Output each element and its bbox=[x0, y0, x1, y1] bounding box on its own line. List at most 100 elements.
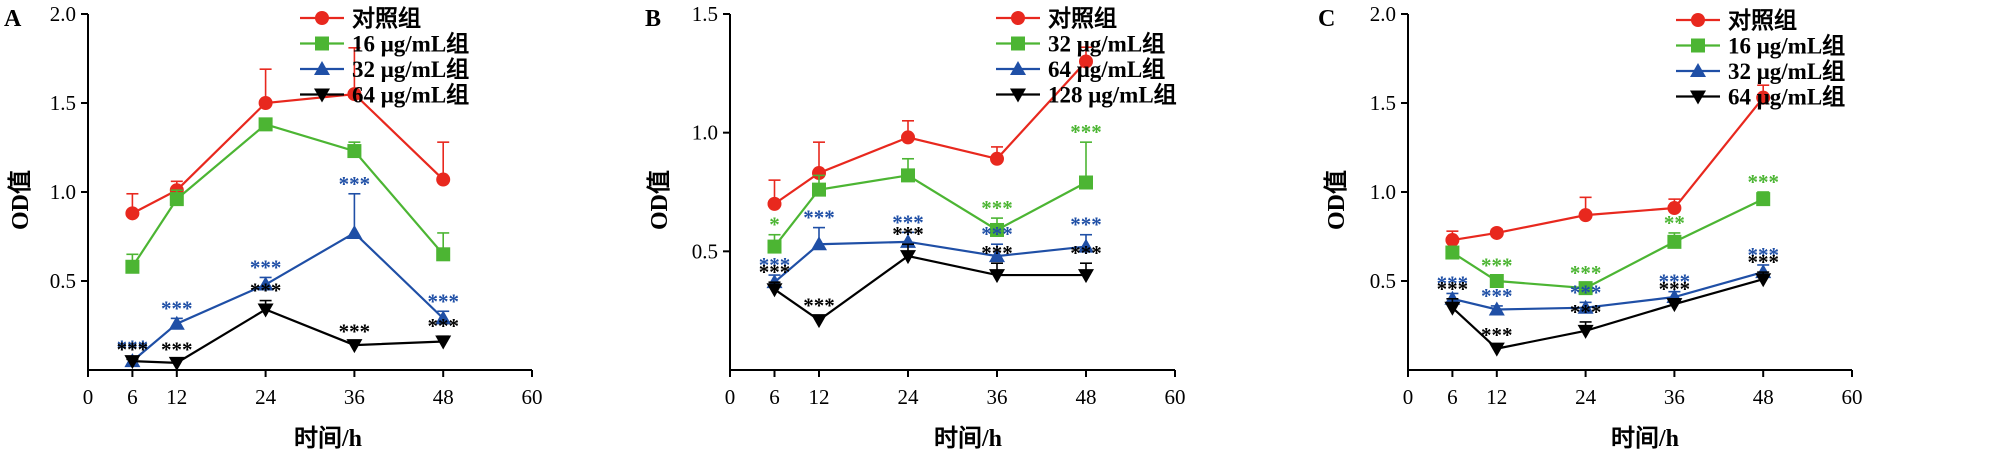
legend-label: 16 μg/mL组 bbox=[1728, 33, 1845, 59]
significance-label: *** bbox=[117, 337, 149, 361]
significance-label: *** bbox=[339, 172, 371, 196]
panel-b-y-axis-title: OD值 bbox=[645, 170, 673, 230]
panel-a: A OD值 时间/h 0.51.01.52.00 6 12 24 36 48 60*****… bbox=[4, 2, 543, 452]
significance-label: *** bbox=[1747, 243, 1779, 267]
data-point bbox=[168, 315, 185, 330]
x-tick-label: 24 bbox=[255, 385, 277, 409]
y-tick-label: 1.0 bbox=[50, 180, 76, 204]
data-point bbox=[1577, 324, 1594, 339]
legend-marker bbox=[1690, 90, 1706, 105]
data-point bbox=[766, 283, 783, 298]
significance-label: *** bbox=[803, 293, 835, 317]
x-tick-label: 60 bbox=[1842, 385, 1863, 409]
data-point bbox=[435, 310, 452, 325]
data-point bbox=[1578, 208, 1593, 223]
legend-marker bbox=[1690, 63, 1706, 77]
data-point bbox=[1079, 175, 1093, 190]
significance-label: *** bbox=[1747, 250, 1779, 274]
y-tick-label: 1.5 bbox=[692, 2, 718, 26]
y-tick-label: 1.0 bbox=[1370, 180, 1396, 204]
legend-label: 对照组 bbox=[1048, 5, 1117, 31]
panel-c-y-axis-title: OD值 bbox=[1322, 170, 1350, 230]
data-point bbox=[901, 168, 915, 183]
data-point bbox=[1079, 54, 1093, 69]
legend-marker bbox=[1010, 88, 1026, 103]
legend-marker bbox=[1011, 36, 1025, 51]
x-tick-label: 48 bbox=[433, 385, 454, 409]
x-tick-label: 12 bbox=[809, 385, 830, 409]
panel-b: B OD值 时间/h 0.51.01.50 6 12 24 36 48 60********… bbox=[645, 2, 1186, 452]
x-tick-label: 12 bbox=[1486, 385, 1507, 409]
data-point bbox=[1445, 233, 1460, 248]
data-point bbox=[900, 250, 916, 265]
significance-label: * bbox=[769, 213, 780, 237]
data-point bbox=[1444, 301, 1461, 316]
data-point bbox=[1756, 192, 1771, 207]
significance-label: *** bbox=[1437, 277, 1469, 301]
data-point bbox=[1444, 290, 1461, 305]
data-point bbox=[1578, 281, 1593, 296]
significance-label: *** bbox=[1659, 270, 1691, 294]
significance-label: *** bbox=[981, 222, 1013, 246]
significance-label: *** bbox=[427, 289, 459, 313]
significance-label: *** bbox=[892, 210, 924, 234]
x-tick-label: 60 bbox=[522, 385, 543, 409]
y-tick-label: 2.0 bbox=[50, 2, 76, 26]
y-tick-label: 1.5 bbox=[50, 91, 76, 115]
data-point bbox=[1667, 201, 1682, 216]
panel-b-plot: 0.51.01.50 6 12 24 36 48 60************* *** ***… bbox=[692, 2, 1186, 409]
significance-label: *** bbox=[161, 296, 193, 320]
legend-label: 32 μg/mL组 bbox=[1728, 58, 1845, 84]
legend-marker bbox=[314, 88, 330, 103]
data-point bbox=[1667, 234, 1682, 249]
data-point bbox=[346, 224, 363, 239]
data-point bbox=[990, 151, 1004, 166]
data-point bbox=[989, 269, 1005, 284]
legend-label: 64 μg/mL组 bbox=[352, 82, 469, 108]
data-point bbox=[1489, 225, 1504, 240]
y-tick-label: 2.0 bbox=[1370, 2, 1396, 26]
legend-marker bbox=[1010, 61, 1026, 75]
x-tick-label: 0 bbox=[1403, 385, 1414, 409]
significance-label: *** bbox=[1070, 120, 1102, 144]
y-tick-label: 0.5 bbox=[692, 239, 718, 263]
significance-label: *** bbox=[1747, 170, 1779, 194]
y-tick-label: 1.5 bbox=[1370, 91, 1396, 115]
y-tick-label: 1.0 bbox=[692, 121, 718, 145]
data-point bbox=[901, 130, 915, 145]
data-point bbox=[125, 259, 140, 274]
legend-label: 对照组 bbox=[352, 5, 421, 31]
data-point bbox=[258, 96, 273, 110]
data-point bbox=[811, 314, 827, 329]
panel-a-plot: 0.51.01.52.00 6 12 24 36 48 60****************… bbox=[50, 2, 543, 409]
data-point bbox=[1577, 299, 1594, 314]
panel-b-letter: B bbox=[645, 6, 661, 32]
x-tick-label: 6 bbox=[127, 385, 138, 409]
significance-label: *** bbox=[1481, 323, 1513, 347]
legend-label: 64 μg/mL组 bbox=[1728, 84, 1845, 110]
x-tick-label: 24 bbox=[898, 385, 920, 409]
legend-label: 对照组 bbox=[1728, 7, 1797, 33]
x-tick-label: 0 bbox=[83, 385, 94, 409]
data-point bbox=[812, 166, 826, 181]
x-tick-label: 48 bbox=[1753, 385, 1774, 409]
data-point bbox=[436, 247, 451, 262]
significance-label: *** bbox=[250, 279, 282, 303]
y-tick-label: 0.5 bbox=[1370, 269, 1396, 293]
data-point bbox=[347, 87, 362, 102]
significance-label: *** bbox=[1481, 254, 1513, 278]
panel-a-x-axis-title: 时间/h bbox=[294, 425, 362, 452]
data-point bbox=[989, 248, 1005, 263]
panel-c-plot: 0.51.01.52.00 6 12 24 36 48 60*** *************… bbox=[1370, 2, 1863, 409]
significance-label: *** bbox=[1570, 300, 1602, 324]
significance-label: *** bbox=[1481, 284, 1513, 308]
data-point bbox=[990, 222, 1004, 237]
x-tick-label: 0 bbox=[725, 385, 736, 409]
data-point bbox=[436, 172, 451, 187]
legend-label: 32 μg/mL组 bbox=[1048, 31, 1165, 57]
data-point bbox=[125, 206, 140, 221]
legend-marker bbox=[1691, 38, 1705, 53]
